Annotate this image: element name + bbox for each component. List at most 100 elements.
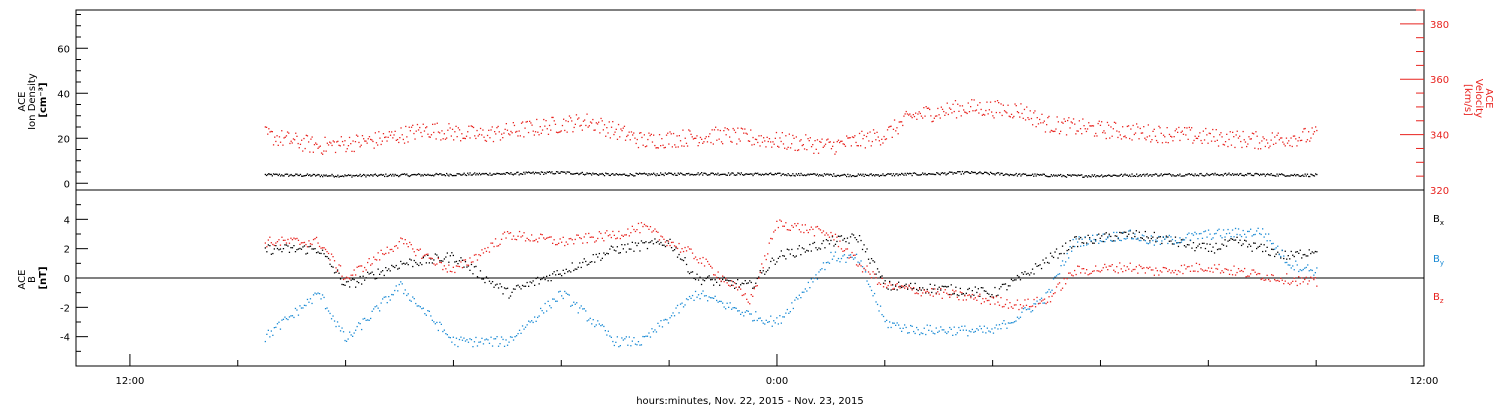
by-point xyxy=(947,331,949,333)
by-point xyxy=(719,300,721,302)
bz-point xyxy=(308,240,310,242)
by-point xyxy=(1159,243,1161,245)
density-point xyxy=(847,173,849,175)
by-point xyxy=(523,328,525,330)
density-point xyxy=(840,174,842,177)
velocity-point xyxy=(626,135,628,138)
velocity-point xyxy=(712,143,714,145)
bx-point xyxy=(941,285,943,287)
bz-point xyxy=(664,241,667,243)
velocity-point xyxy=(395,139,397,141)
velocity-point xyxy=(1304,127,1306,130)
density-point xyxy=(272,173,275,175)
bx-point xyxy=(380,271,382,273)
velocity-point xyxy=(634,137,636,139)
bx-point xyxy=(669,238,671,240)
density-point xyxy=(410,174,413,176)
bx-point xyxy=(416,263,418,265)
density-point xyxy=(875,174,877,176)
bx-point xyxy=(461,259,464,261)
density-point xyxy=(402,173,404,175)
bx-point xyxy=(1030,272,1032,274)
velocity-point xyxy=(1037,123,1040,125)
bx-point xyxy=(1144,230,1146,233)
density-point xyxy=(1177,174,1179,176)
by-point xyxy=(882,315,885,318)
bz-point xyxy=(1129,262,1131,264)
velocity-point xyxy=(836,141,838,143)
density-point xyxy=(1168,173,1171,175)
velocity-point xyxy=(565,120,567,122)
by-point xyxy=(995,324,998,326)
by-point xyxy=(783,316,785,318)
bx-point xyxy=(768,267,770,269)
velocity-point xyxy=(872,129,875,131)
density-point xyxy=(416,173,419,176)
bx-point xyxy=(631,241,633,243)
density-point xyxy=(364,174,366,176)
density-point xyxy=(868,175,870,177)
by-point xyxy=(925,333,927,336)
bz-point xyxy=(594,241,596,243)
bz-point xyxy=(1275,280,1277,282)
density-point xyxy=(644,173,647,175)
bx-point xyxy=(700,283,703,286)
density-point xyxy=(465,174,468,177)
bx-point xyxy=(1283,257,1285,260)
legend-entry-y: By xyxy=(1433,254,1444,267)
bx-point xyxy=(1298,252,1300,254)
bx-point xyxy=(1194,250,1196,252)
density-point xyxy=(268,173,270,175)
bx-point xyxy=(716,281,718,283)
density-point xyxy=(860,173,862,175)
bz-point xyxy=(407,246,409,248)
by-point xyxy=(1200,232,1202,235)
by-point xyxy=(803,291,805,293)
by-point xyxy=(583,308,585,310)
bx-point xyxy=(746,282,748,285)
bz-point xyxy=(1075,273,1077,276)
bz-point xyxy=(1114,271,1116,273)
bz-point xyxy=(831,235,834,237)
density-point xyxy=(617,174,620,176)
density-point xyxy=(1304,173,1306,175)
bx-point xyxy=(950,284,952,286)
density-point xyxy=(702,174,704,176)
velocity-point xyxy=(557,132,559,134)
velocity-point xyxy=(883,135,885,138)
bx-point xyxy=(962,293,964,295)
bx-point xyxy=(688,272,691,275)
bz-point xyxy=(604,232,606,234)
velocity-point xyxy=(875,139,877,141)
bz-point xyxy=(595,240,597,242)
by-point xyxy=(998,324,1001,326)
velocity-point xyxy=(1184,127,1186,129)
velocity-point xyxy=(427,133,429,135)
bz-point xyxy=(401,238,403,240)
by-point xyxy=(448,336,450,338)
by-point xyxy=(365,319,367,321)
bx-point xyxy=(780,250,782,252)
by-point xyxy=(870,289,873,292)
by-point xyxy=(464,340,467,342)
velocity-point xyxy=(669,131,671,133)
bz-point xyxy=(1034,306,1037,308)
bz-point xyxy=(687,246,689,248)
velocity-point xyxy=(1279,137,1282,139)
velocity-point xyxy=(1086,128,1089,130)
density-point xyxy=(412,174,414,176)
bz-point xyxy=(1248,275,1250,277)
velocity-point xyxy=(505,123,507,125)
bz-point xyxy=(1240,269,1243,272)
by-point xyxy=(822,262,825,264)
by-point xyxy=(1131,238,1133,240)
by-point xyxy=(631,340,633,342)
velocity-point xyxy=(581,129,583,131)
density-point xyxy=(1305,175,1307,177)
velocity-point xyxy=(1032,124,1034,126)
by-point xyxy=(1254,233,1256,236)
density-point xyxy=(647,174,649,177)
density-point xyxy=(711,172,713,174)
by-point xyxy=(455,337,458,339)
density-point xyxy=(1086,176,1089,178)
